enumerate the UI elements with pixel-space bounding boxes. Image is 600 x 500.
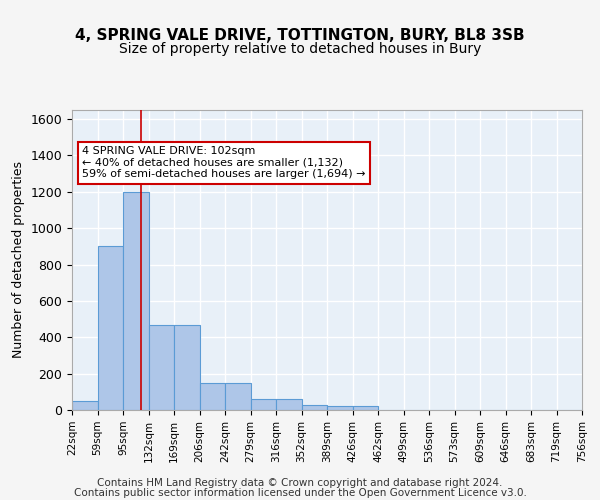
Bar [97,246,123,410]
Bar [123,192,149,410]
Y-axis label: Number of detached properties: Number of detached properties [12,162,25,358]
Text: 4 SPRING VALE DRIVE: 102sqm
← 40% of detached houses are smaller (1,132)
59% of : 4 SPRING VALE DRIVE: 102sqm ← 40% of det… [82,146,366,179]
Bar [199,382,225,410]
Text: Contains public sector information licensed under the Open Government Licence v3: Contains public sector information licen… [74,488,526,498]
Bar [149,324,174,410]
Bar [276,399,302,410]
Bar [302,404,327,410]
Text: 4, SPRING VALE DRIVE, TOTTINGTON, BURY, BL8 3SB: 4, SPRING VALE DRIVE, TOTTINGTON, BURY, … [75,28,525,42]
Text: Size of property relative to detached houses in Bury: Size of property relative to detached ho… [119,42,481,56]
Bar [251,399,276,410]
Bar [174,324,199,410]
Text: Contains HM Land Registry data © Crown copyright and database right 2024.: Contains HM Land Registry data © Crown c… [97,478,503,488]
Bar [225,382,251,410]
Bar [327,406,353,410]
Bar [72,401,97,410]
Bar [353,406,378,410]
